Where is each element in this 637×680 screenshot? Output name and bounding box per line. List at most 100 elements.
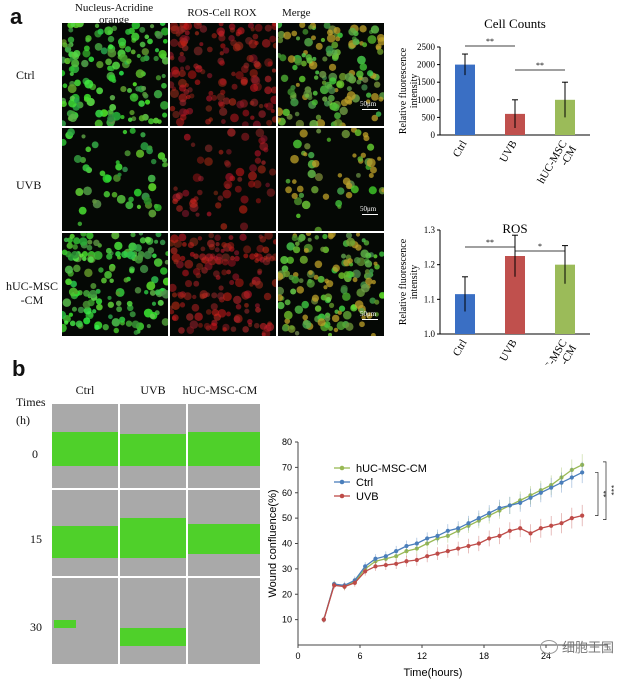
data-point — [580, 513, 585, 518]
data-point — [456, 546, 461, 551]
data-point — [383, 562, 388, 568]
scale-bar-label: 50μm — [360, 205, 377, 213]
x-tick-label: 24 — [541, 651, 551, 661]
data-point — [507, 503, 512, 508]
micrograph-red-row0 — [170, 23, 276, 126]
bar-0 — [455, 294, 475, 334]
bar-0 — [455, 64, 475, 135]
category-label: hUC-MSC-CM — [535, 337, 579, 365]
micrograph-green-row0 — [62, 23, 168, 126]
data-point — [466, 521, 471, 526]
data-point — [466, 543, 471, 549]
micrograph-merge-row0: 50μm — [278, 23, 384, 126]
watermark: 细胞王国 — [540, 637, 614, 656]
data-point — [394, 549, 399, 554]
bar-1 — [505, 256, 525, 334]
x-tick-label: 18 — [479, 651, 489, 661]
category-label: UVB — [498, 139, 520, 165]
significance-label: *** — [607, 485, 615, 496]
data-point — [538, 490, 543, 495]
chart-title: Cell Counts — [484, 16, 546, 31]
wound-row-15: 15 — [30, 532, 42, 546]
data-point — [404, 559, 409, 564]
legend-label: UVB — [356, 491, 379, 503]
x-tick-label: 6 — [357, 651, 362, 661]
y-tick-label: 1.1 — [424, 294, 435, 304]
y-tick-label: 1000 — [417, 95, 436, 105]
data-point — [559, 480, 564, 485]
y-tick-label: 1.3 — [424, 225, 436, 235]
wound-image-row1-col1 — [120, 490, 186, 576]
data-point — [445, 528, 450, 533]
significance-label: ** — [486, 238, 494, 247]
category-label: hUC-MSC-CM — [535, 138, 579, 188]
x-axis-label: Time(hours) — [404, 667, 463, 679]
panel-b-letter: b — [12, 356, 26, 381]
wound-image-row1-col0 — [52, 490, 118, 576]
series-line-2 — [323, 514, 583, 620]
data-point — [580, 470, 585, 475]
legend-label: Ctrl — [356, 477, 373, 489]
scale-bar — [362, 109, 378, 110]
significance-bracket — [595, 472, 599, 516]
y-tick-label: 1500 — [417, 77, 436, 87]
row-label-uvb: UVB — [16, 178, 42, 192]
y-tick-label: 10 — [282, 615, 292, 625]
legend-marker — [339, 479, 345, 485]
data-point — [456, 526, 461, 531]
wound-image-row0-col2 — [188, 404, 260, 488]
data-point — [404, 543, 409, 549]
micrograph-red-row1 — [170, 128, 276, 231]
scale-bar — [362, 319, 378, 320]
panel-a-letter: a — [10, 4, 23, 29]
data-point — [373, 556, 378, 561]
legend-marker — [339, 465, 345, 471]
data-point — [363, 564, 368, 569]
data-point — [487, 510, 492, 516]
y-tick-label: 60 — [282, 488, 292, 498]
y-tick-label: 1.0 — [424, 329, 436, 339]
chart-title: ROS — [502, 221, 527, 236]
significance-label: * — [538, 242, 542, 251]
data-point — [518, 526, 523, 531]
wound-row-0: 0 — [32, 447, 38, 461]
y-tick-label: 0 — [431, 130, 436, 140]
x-tick-label: 12 — [417, 651, 427, 661]
data-point — [332, 583, 337, 588]
micrograph-green-row2 — [62, 233, 168, 336]
legend-label: hUC-MSC-CM — [356, 463, 427, 475]
y-tick-label: 40 — [282, 539, 292, 549]
data-point — [373, 564, 378, 569]
y-tick-label: 70 — [282, 462, 292, 472]
wound-image-row2-col0 — [52, 578, 118, 664]
data-point — [414, 541, 419, 546]
wound-col-ctrl: Ctrl — [75, 383, 95, 397]
micrograph-merge-row2: 50μm — [278, 233, 384, 336]
micrograph-merge-row1: 50μm — [278, 128, 384, 231]
data-point — [342, 584, 347, 589]
wound-image-row0-col1 — [120, 404, 186, 488]
legend-marker — [339, 493, 345, 499]
scale-bar — [362, 214, 378, 215]
data-point — [518, 500, 523, 505]
data-point — [497, 505, 502, 511]
row-label-msc: hUC-MSC -CM — [5, 279, 58, 307]
micrograph-red-row2 — [170, 233, 276, 336]
data-point — [363, 569, 368, 574]
data-point — [497, 533, 502, 538]
y-axis-label: Wound confluence(%) — [267, 489, 279, 597]
significance-bracket — [603, 461, 607, 520]
data-point — [435, 533, 440, 538]
micrograph-green-row1 — [62, 128, 168, 231]
data-point — [559, 521, 564, 526]
data-point — [549, 523, 554, 528]
significance-label: ** — [536, 61, 544, 70]
y-axis-label: Relative fluorescenceintensity — [398, 47, 420, 134]
wound-image-row2-col2 — [188, 578, 260, 664]
data-point — [445, 549, 450, 554]
data-point — [538, 526, 543, 531]
category-label: UVB — [498, 338, 520, 364]
data-point — [476, 541, 481, 546]
wound-col-msc: hUC-MSC-CM — [182, 383, 258, 397]
row-label-ctrl: Ctrl — [16, 68, 35, 82]
